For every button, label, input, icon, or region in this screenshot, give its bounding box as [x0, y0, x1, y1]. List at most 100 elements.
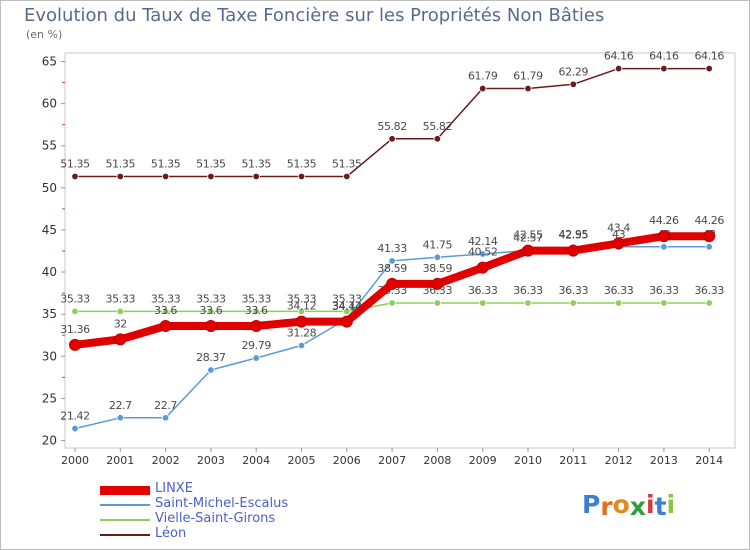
data-label-l-on: 62.29 [559, 65, 589, 78]
logo-letter: i [646, 490, 655, 519]
data-point-linxe [476, 261, 489, 274]
data-label-vielle-saint-girons: 36.33 [604, 284, 634, 297]
data-point-vielle-saint-girons [71, 307, 79, 316]
logo-letter: r [600, 492, 613, 521]
x-tick-label: 2006 [333, 454, 361, 467]
data-point-vielle-saint-girons [569, 299, 577, 307]
data-point-saint-michel-escalus [161, 414, 170, 422]
data-point-l-on [388, 135, 396, 143]
data-label-l-on: 51.35 [60, 157, 90, 170]
legend: LINXE Saint-Michel-Escalus Vielle-Saint-Gi… [100, 481, 330, 542]
logo-letter: i [666, 490, 676, 519]
legend-swatch [100, 504, 150, 506]
data-point-l-on [71, 172, 79, 181]
data-point-vielle-saint-girons [388, 299, 396, 307]
y-tick-label: 50 [42, 181, 57, 195]
x-tick-label: 2007 [378, 454, 406, 467]
legend-label: Vielle-Saint-Girons [155, 511, 276, 526]
data-point-vielle-saint-girons [479, 299, 487, 307]
data-point-l-on [569, 80, 577, 89]
data-point-l-on [161, 172, 170, 181]
data-label-l-on: 64.16 [604, 50, 634, 63]
data-label-saint-michel-escalus: 31.28 [287, 326, 317, 339]
data-label-saint-michel-escalus: 42.14 [468, 235, 498, 248]
data-label-l-on: 51.35 [106, 157, 136, 170]
x-tick-label: 2010 [514, 454, 542, 467]
data-point-linxe [69, 338, 81, 351]
data-point-saint-michel-escalus [297, 341, 306, 350]
data-label-saint-michel-escalus: 42.57 [513, 231, 543, 244]
data-label-l-on: 51.35 [151, 157, 181, 170]
data-point-linxe [159, 319, 172, 332]
y-tick-label: 60 [42, 97, 57, 111]
data-point-l-on [479, 84, 487, 93]
data-label-saint-michel-escalus: 29.79 [241, 339, 271, 352]
data-point-l-on [207, 172, 215, 181]
data-label-saint-michel-escalus: 34.44 [332, 300, 362, 313]
legend-swatch [100, 534, 150, 536]
data-point-l-on [660, 64, 668, 73]
data-label-l-on: 51.35 [332, 157, 362, 170]
x-tick-label: 2012 [605, 454, 633, 467]
data-point-l-on [705, 64, 713, 73]
logo-letter: t [654, 492, 667, 521]
logo-letter: x [629, 492, 646, 521]
data-point-vielle-saint-girons [660, 299, 668, 307]
data-label-saint-michel-escalus: 41.75 [423, 238, 453, 251]
data-label-vielle-saint-girons: 35.33 [287, 292, 317, 305]
data-label-vielle-saint-girons: 35.33 [60, 292, 90, 305]
data-point-linxe [204, 319, 217, 332]
data-point-l-on [524, 84, 532, 93]
legend-item-saint-michel-escalus: Saint-Michel-Escalus [100, 496, 330, 512]
data-label-saint-michel-escalus: 22.7 [154, 399, 177, 412]
data-label-linxe: 44.26 [694, 214, 724, 227]
data-label-l-on: 61.79 [468, 70, 498, 83]
data-label-l-on: 55.82 [377, 120, 407, 133]
y-tick-label: 25 [42, 391, 57, 405]
data-label-vielle-saint-girons: 35.33 [151, 292, 181, 305]
legend-label: LINXE [155, 481, 193, 496]
data-label-vielle-saint-girons: 35.33 [196, 292, 226, 305]
data-point-linxe [657, 230, 670, 243]
data-point-saint-michel-escalus [660, 243, 668, 251]
x-tick-label: 2013 [650, 454, 678, 467]
x-tick-label: 2003 [197, 454, 225, 467]
data-point-saint-michel-escalus [479, 250, 487, 258]
data-point-vielle-saint-girons [161, 307, 170, 316]
data-label-linxe: 38.59 [377, 262, 407, 275]
legend-swatch [100, 519, 150, 521]
data-label-linxe: 40.52 [468, 246, 498, 259]
data-label-vielle-saint-girons: 36.33 [649, 284, 679, 297]
data-point-vielle-saint-girons [207, 307, 215, 316]
data-label-l-on: 64.16 [649, 50, 679, 63]
data-point-linxe [567, 244, 580, 257]
data-point-linxe [295, 315, 308, 328]
legend-label: Saint-Michel-Escalus [155, 496, 289, 511]
y-tick-label: 20 [42, 434, 57, 448]
data-label-saint-michel-escalus: 43 [612, 228, 626, 241]
data-point-linxe [340, 315, 353, 328]
data-point-l-on [343, 172, 351, 181]
legend-swatch [100, 485, 150, 495]
legend-item-l-on: Léon [100, 526, 330, 542]
data-label-linxe: 42.55 [559, 229, 589, 242]
data-label-l-on: 51.35 [241, 157, 271, 170]
x-tick-label: 2001 [106, 454, 134, 467]
data-label-l-on: 55.82 [423, 120, 453, 133]
x-tick-label: 2014 [695, 454, 723, 467]
data-point-vielle-saint-girons [116, 307, 124, 316]
data-label-linxe: 42.55 [513, 229, 543, 242]
data-point-saint-michel-escalus [207, 366, 215, 374]
data-point-l-on [433, 135, 442, 143]
y-tick-label: 45 [42, 223, 57, 237]
data-point-linxe [114, 333, 127, 346]
data-point-vielle-saint-girons [705, 299, 713, 307]
data-label-linxe: 38.59 [423, 262, 453, 275]
data-label-vielle-saint-girons: 35.33 [106, 292, 136, 305]
data-label-vielle-saint-girons: 36.33 [559, 284, 589, 297]
data-point-vielle-saint-girons [614, 299, 623, 307]
x-tick-label: 2002 [152, 454, 180, 467]
data-label-vielle-saint-girons: 36.33 [468, 284, 498, 297]
data-label-l-on: 61.79 [513, 70, 543, 83]
data-point-linxe [250, 319, 263, 332]
